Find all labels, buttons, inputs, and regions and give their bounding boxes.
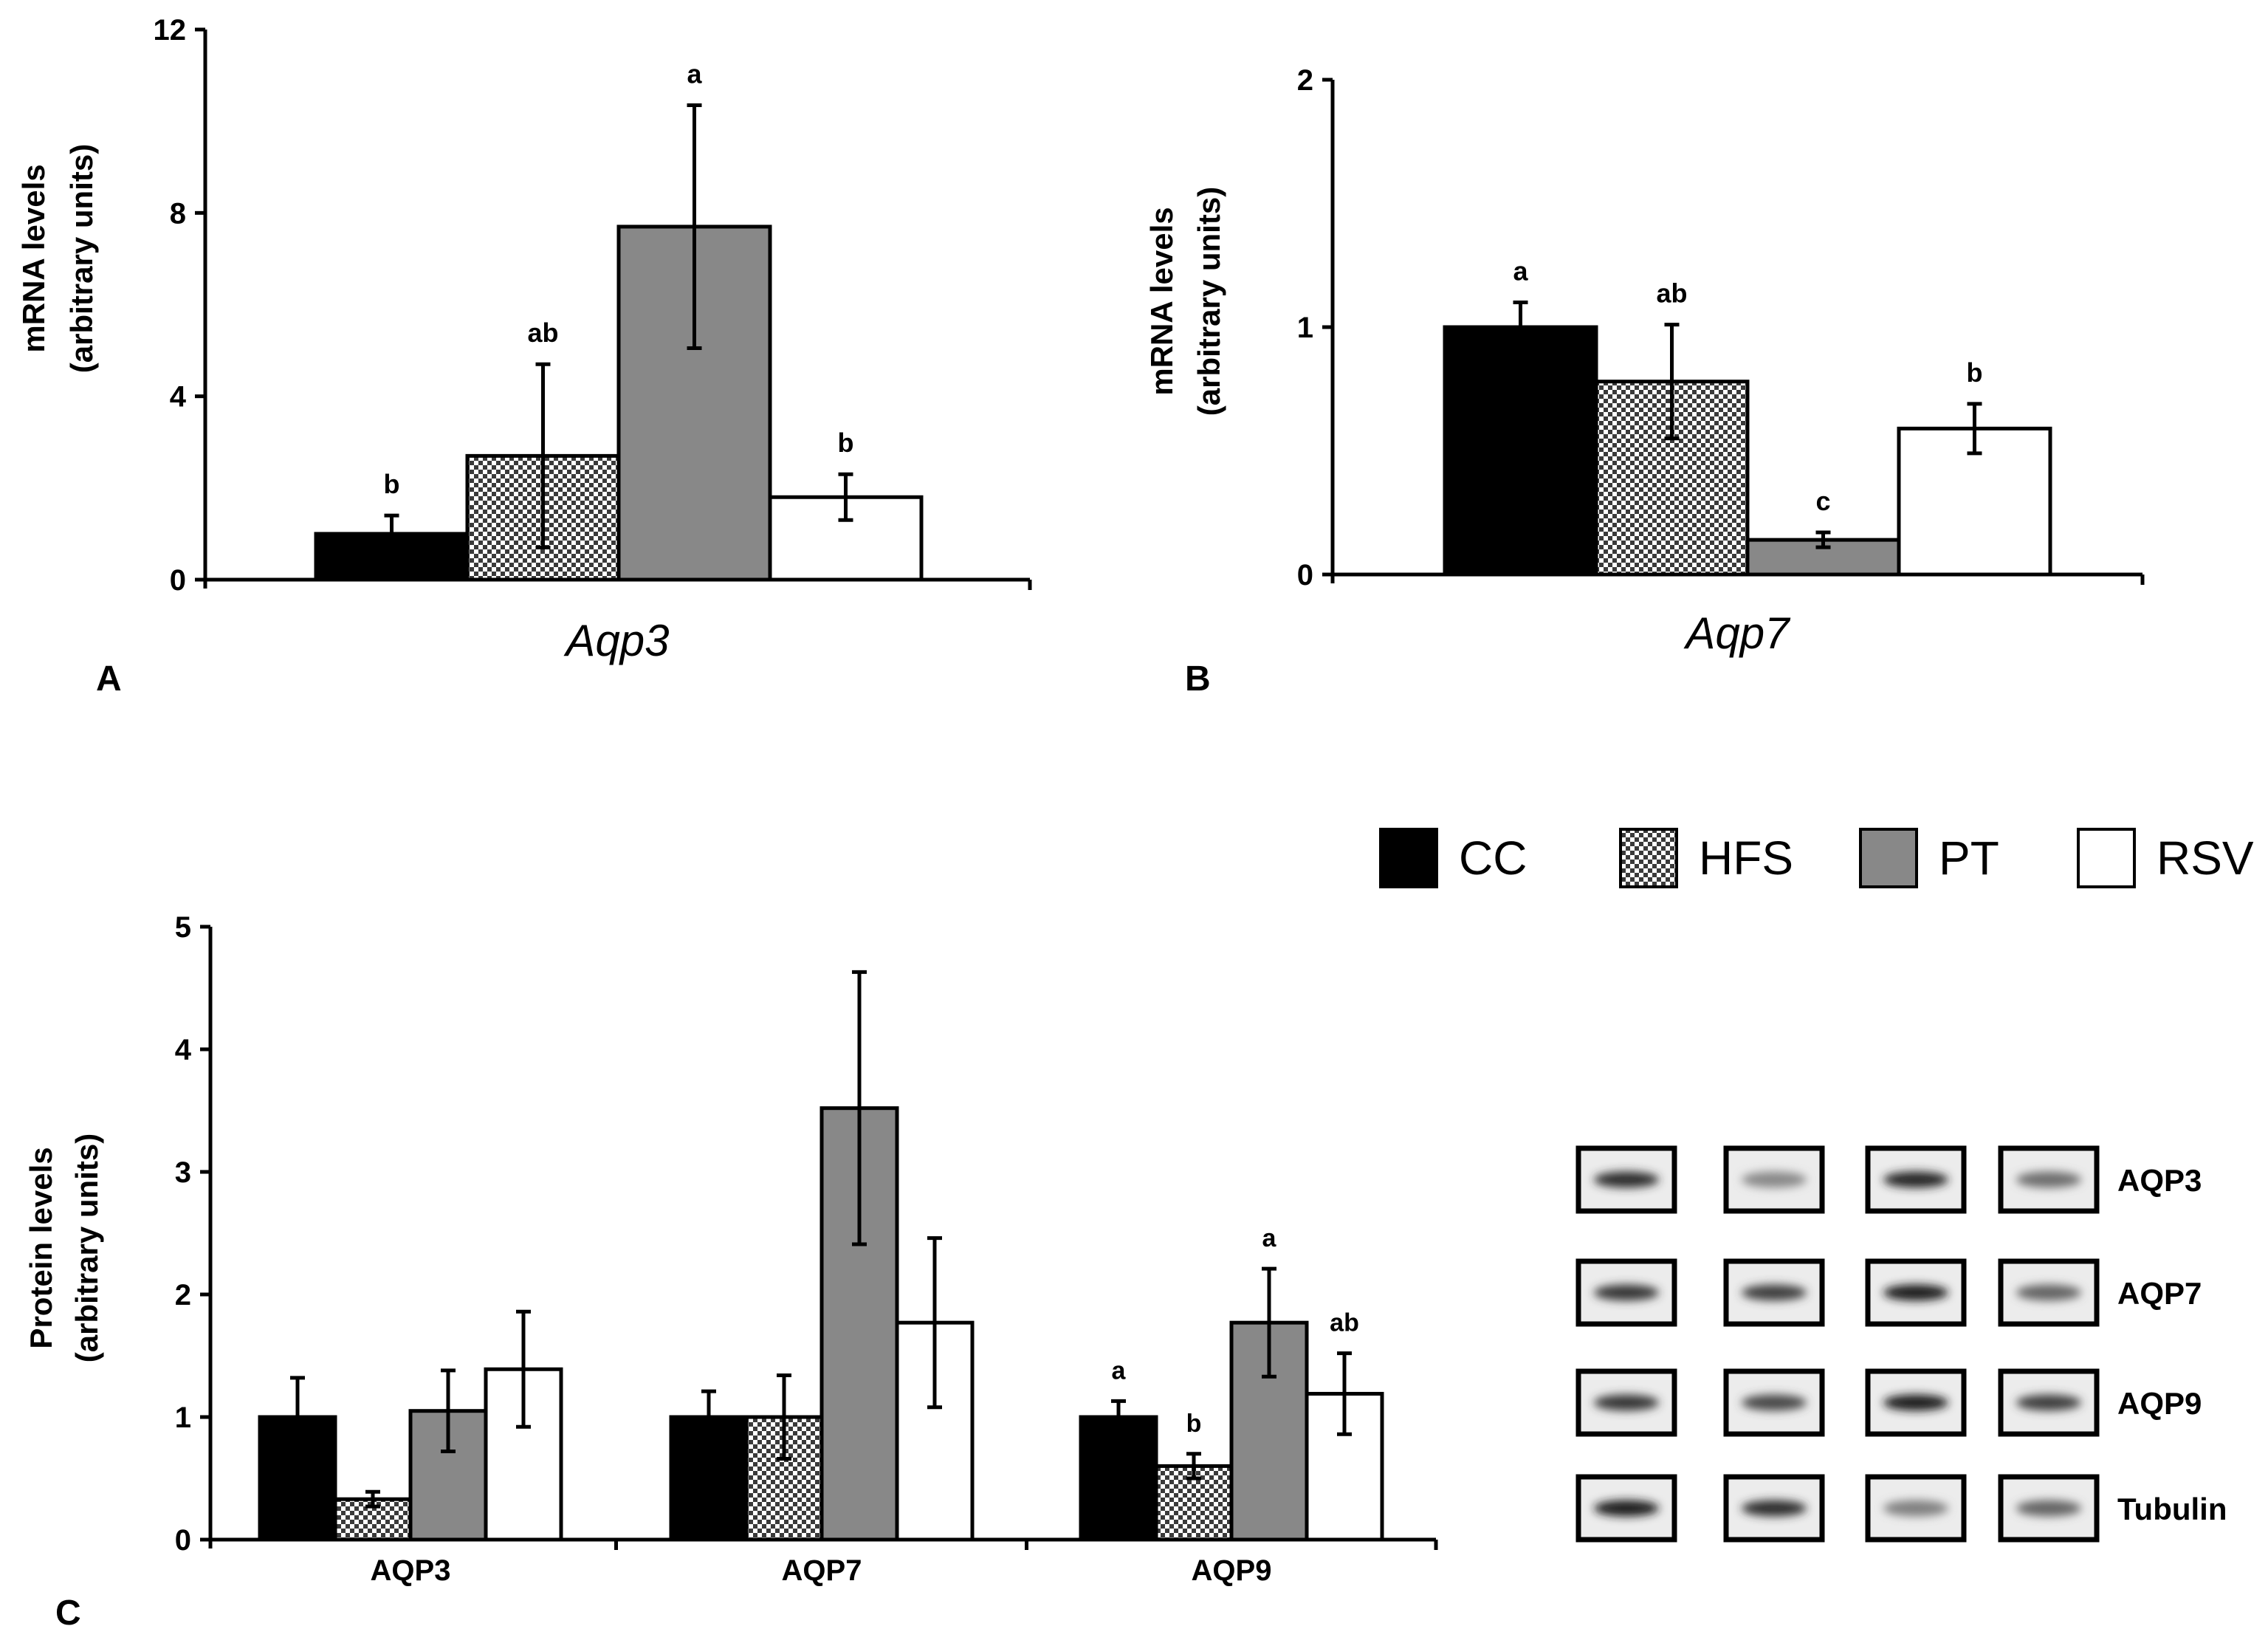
legend-swatch-pt <box>1859 828 1918 888</box>
blot-band-aqp7-4 <box>2016 1284 2081 1301</box>
x-axis-label-a: Aqp3 <box>563 616 669 665</box>
bar-c-aqp9-cc <box>1079 1415 1158 1542</box>
panel-label-b: B <box>1185 659 1211 699</box>
y-tick-label-c-0: 0 <box>175 1524 191 1557</box>
blot-band-tubulin-3 <box>1883 1500 1948 1517</box>
legend-label-cc: CC <box>1459 831 1527 885</box>
x-tick-label-c-aqp9: AQP9 <box>1192 1554 1272 1587</box>
bar-b-aqp7-rsv <box>1897 426 2052 577</box>
western-blot: AQP3 AQP7 AQP9 Tubulin <box>1575 1145 2227 1543</box>
legend-swatch-rsv <box>2077 828 2136 888</box>
y-tick-label-b-2: 2 <box>1297 64 1313 97</box>
y-axis-label-c: Protein levels <box>24 1147 58 1348</box>
blot-band-aqp9-3 <box>1883 1394 1948 1411</box>
blot-band-aqp3-4 <box>2016 1171 2081 1188</box>
x-tick-label-c-aqp3: AQP3 <box>371 1554 451 1587</box>
y-tick-label-c-1: 1 <box>175 1402 191 1434</box>
y-axis-label-b: mRNA levels <box>1144 207 1179 395</box>
legend-swatch-hfs <box>1619 828 1678 888</box>
sig-label-b-aqp7-cc: a <box>1513 256 1528 287</box>
panel-label-a: A <box>96 659 122 699</box>
y-tick-label-c-3: 3 <box>175 1156 191 1189</box>
y-tick-label-c-5: 5 <box>175 911 191 944</box>
y-tick-label-c-2: 2 <box>175 1279 191 1311</box>
y-tick-label-b-0: 0 <box>1297 559 1313 591</box>
chart-aqp7-mrna: a ab c b 0 1 2 Aqp7 mRNA levels (arbitrary units) <box>1144 64 2145 658</box>
legend-label-hfs: HFS <box>1699 831 1793 885</box>
y-tick-label-b-1: 1 <box>1297 312 1313 344</box>
blot-band-aqp7-1 <box>1594 1284 1659 1301</box>
blot-band-aqp7-2 <box>1742 1284 1807 1301</box>
legend-label-rsv: RSV <box>2157 831 2254 885</box>
y-axis-label-a: mRNA levels <box>16 164 51 352</box>
sig-label-a-aqp3-pt: a <box>687 58 702 89</box>
legend-swatch-cc <box>1379 828 1438 888</box>
y-axis-label-line2-b: (arbitrary units) <box>1192 187 1226 416</box>
blot-band-aqp9-1 <box>1594 1394 1659 1411</box>
x-tick-label-c-aqp7: AQP7 <box>782 1554 862 1587</box>
blot-band-aqp7-3 <box>1883 1284 1948 1301</box>
blot-band-aqp9-2 <box>1742 1394 1807 1411</box>
y-tick-label-a-12: 12 <box>154 14 187 47</box>
sig-label-b-aqp7-hfs: ab <box>1656 278 1687 309</box>
blot-row-label-tubulin: Tubulin <box>2117 1492 2227 1526</box>
y-axis-label-line2-a: (arbitrary units) <box>64 144 99 373</box>
sig-label-a-aqp3-rsv: b <box>838 428 854 458</box>
y-tick-label-a-4: 4 <box>170 381 187 414</box>
legend-label-pt: PT <box>1939 831 1999 885</box>
sig-label-c-aqp9-cc: a <box>1112 1356 1127 1385</box>
y-tick-label-c-4: 4 <box>175 1034 192 1066</box>
y-tick-label-a-8: 8 <box>170 197 186 230</box>
blot-band-tubulin-4 <box>2016 1500 2081 1517</box>
blot-row-label-aqp7: AQP7 <box>2117 1276 2202 1311</box>
bar-b-aqp7-cc <box>1443 325 1598 577</box>
sig-label-b-aqp7-pt: c <box>1815 486 1830 516</box>
sig-label-a-aqp3-hfs: ab <box>527 318 558 348</box>
blot-row-label-aqp3: AQP3 <box>2117 1163 2202 1198</box>
blot-band-aqp3-3 <box>1883 1171 1948 1188</box>
sig-label-c-aqp9-pt: a <box>1262 1224 1277 1252</box>
y-axis-label-line2-c: (arbitrary units) <box>69 1133 104 1362</box>
sig-label-a-aqp3-cc: b <box>384 469 400 499</box>
blot-band-aqp9-4 <box>2016 1394 2081 1411</box>
panel-label-c: C <box>55 1594 81 1633</box>
blot-band-aqp3-1 <box>1594 1171 1659 1188</box>
blot-band-tubulin-1 <box>1594 1500 1659 1517</box>
blot-band-tubulin-2 <box>1742 1500 1807 1517</box>
x-axis-label-b: Aqp7 <box>1683 608 1791 658</box>
y-tick-label-a-0: 0 <box>170 564 186 597</box>
legend: CC HFS PT RSV <box>1379 828 2254 888</box>
blot-band-aqp3-2 <box>1742 1171 1807 1188</box>
blot-row-label-aqp9: AQP9 <box>2117 1386 2202 1421</box>
sig-label-c-aqp9-rsv: ab <box>1330 1309 1359 1337</box>
sig-label-b-aqp7-rsv: b <box>1967 357 1983 388</box>
sig-label-c-aqp9-hfs: b <box>1186 1410 1202 1438</box>
